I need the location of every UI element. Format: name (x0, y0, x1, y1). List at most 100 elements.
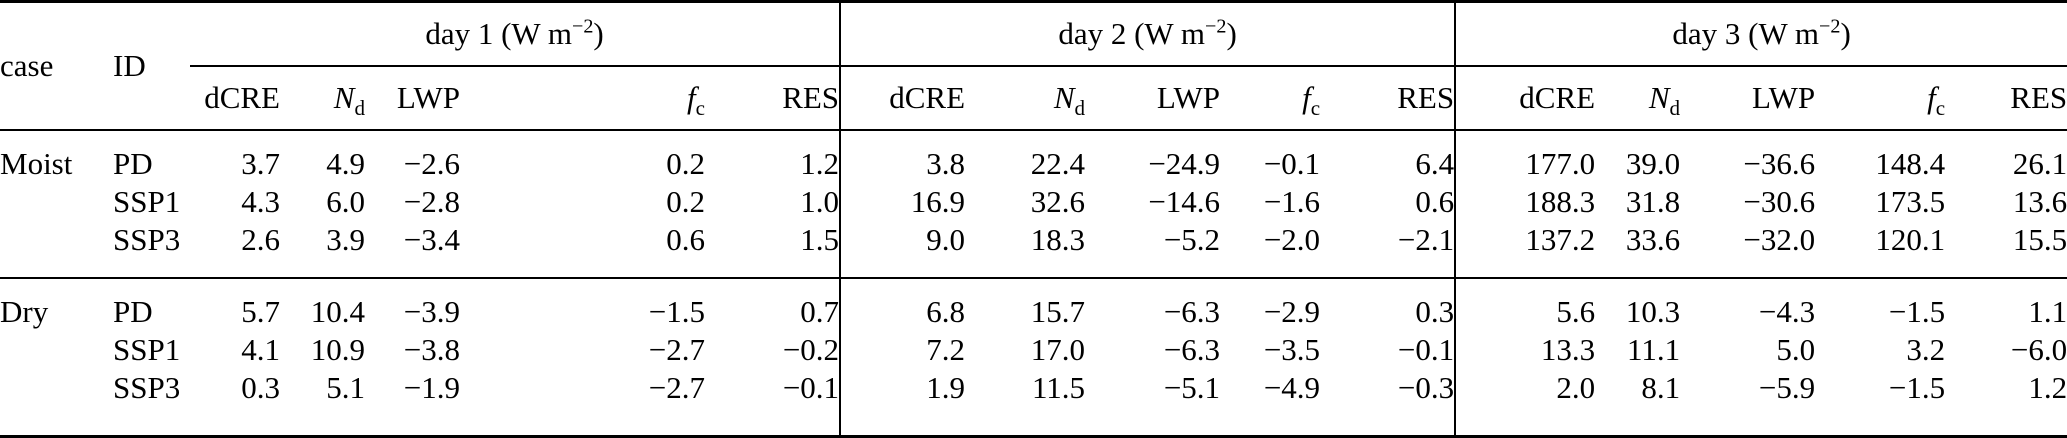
table-row-dry-ssp1: SSP1 4.1 10.9 −3.8 −2.7 −0.2 7.2 17.0 −6… (0, 331, 2067, 369)
col-header-nd-day2: Nd (965, 66, 1086, 131)
value-cell: 10.3 (1625, 294, 1681, 329)
value-cell: −32.0 (1680, 221, 1816, 279)
col-header-fc-day3: fc (1815, 66, 1946, 131)
value-cell: −2.7 (648, 370, 705, 405)
fc-symbol: f (687, 80, 696, 115)
col-header-case: case (0, 1, 113, 131)
res-label: RES (1397, 80, 1455, 115)
col-header-fc-day1: fc (460, 66, 705, 131)
value-cell: 33.6 (1595, 221, 1681, 279)
value-cell: 0.3 (241, 370, 280, 405)
dcre-label: dCRE (889, 80, 966, 115)
day1-group-header: day 1 (W m−2) (190, 1, 841, 67)
value-cell: −0.3 (1397, 370, 1455, 405)
day2-unit-close: ) (1226, 16, 1237, 51)
col-header-nd-day3: Nd (1595, 66, 1681, 131)
value-cell: −4.3 (1758, 294, 1816, 329)
col-header-res-day3: RES (1945, 66, 2067, 131)
value-cell: 18.3 (965, 221, 1086, 279)
col-header-res-day2: RES (1320, 66, 1456, 131)
col-header-nd-day1: Nd (280, 66, 365, 131)
lwp-label: LWP (396, 80, 460, 115)
value-cell: 10.9 (310, 332, 365, 367)
case-cell (0, 331, 113, 369)
day3-label: day 3 (1672, 16, 1741, 51)
col-header-res-day1: RES (705, 66, 841, 131)
value-cell: 16.9 (839, 183, 966, 221)
day1-unit-exponent: −2 (571, 15, 594, 38)
value-cell: −6.3 (1163, 332, 1221, 367)
table-row-moist-pd: Moist PD 3.7 4.9 −2.6 0.2 1.2 3.8 22.4 −… (0, 130, 2067, 183)
fc-symbol: f (1927, 80, 1936, 115)
value-cell: 3.9 (280, 221, 365, 279)
day2-unit: (W m (1126, 16, 1205, 51)
fc-subscript: c (1310, 96, 1321, 121)
value-cell: 1.2 (2028, 370, 2067, 405)
value-cell: 3.7 (241, 146, 280, 181)
value-cell: 120.1 (1815, 221, 1946, 279)
value-cell: 10.4 (310, 294, 365, 329)
value-cell: −3.8 (403, 332, 460, 367)
value-cell: 0.6 (460, 221, 705, 279)
value-cell: 6.8 (839, 278, 966, 331)
col-header-lwp-day3: LWP (1680, 66, 1816, 131)
id-cell: SSP3 (113, 221, 190, 279)
col-header-dcre-day2: dCRE (839, 66, 966, 131)
value-cell: 4.9 (326, 146, 365, 181)
value-cell: −30.6 (1743, 184, 1816, 219)
value-cell: −24.9 (1148, 146, 1221, 181)
res-label: RES (2010, 80, 2067, 115)
value-cell: 4.3 (241, 184, 280, 219)
value-cell: −3.9 (403, 294, 460, 329)
value-cell: −4.9 (1263, 370, 1321, 405)
value-cell: 9.0 (839, 221, 966, 279)
value-cell: −2.7 (648, 332, 705, 367)
col-header-lwp-day1: LWP (365, 66, 460, 131)
value-cell: 15.5 (1945, 221, 2067, 279)
dcre-label: dCRE (1519, 80, 1596, 115)
col-header-fc-day2: fc (1220, 66, 1321, 131)
value-cell: 11.5 (1031, 370, 1086, 405)
value-cell: 6.0 (326, 184, 365, 219)
value-cell: 22.4 (1030, 146, 1086, 181)
value-cell: 13.3 (1454, 331, 1596, 369)
day2-label: day 2 (1058, 16, 1127, 51)
value-cell: −1.5 (1888, 294, 1946, 329)
id-cell: PD (113, 294, 153, 329)
day2-group-header: day 2 (W m−2) (839, 1, 1456, 67)
value-cell: 1.5 (705, 221, 841, 279)
fc-subscript: c (1935, 96, 1946, 121)
col-header-id: ID (113, 1, 190, 131)
value-cell: −1.5 (648, 294, 705, 329)
fc-subscript: c (695, 96, 705, 121)
value-cell: 0.6 (1415, 184, 1455, 219)
value-cell: −14.6 (1148, 184, 1221, 219)
value-cell: 32.6 (1030, 184, 1086, 219)
value-cell: 1.1 (2028, 294, 2067, 329)
nd-subscript: d (354, 96, 365, 121)
value-cell: 0.2 (666, 184, 705, 219)
fc-symbol: f (1302, 80, 1311, 115)
value-cell: 3.2 (1906, 332, 1946, 367)
value-cell: −6.0 (2010, 332, 2067, 367)
value-cell: −0.1 (782, 370, 840, 405)
case-cell: Moist (0, 146, 73, 181)
id-cell: SSP3 (113, 370, 181, 405)
value-cell: 2.6 (190, 221, 280, 279)
value-cell: 0.3 (1415, 294, 1455, 329)
value-cell: −5.1 (1163, 370, 1221, 405)
dcre-label: dCRE (204, 80, 280, 115)
day3-group-header: day 3 (W m−2) (1454, 1, 2067, 67)
header-row-variables: dCRE Nd LWP fc RES dCRE Nd LWP fc RES dC… (0, 66, 2067, 131)
value-cell: 5.1 (326, 370, 365, 405)
value-cell: 1.2 (800, 146, 840, 181)
value-cell: −36.6 (1743, 146, 1816, 181)
table-row-moist-ssp3: SSP3 2.6 3.9 −3.4 0.6 1.5 9.0 18.3 −5.2 … (0, 221, 2067, 279)
value-cell: −0.2 (782, 332, 840, 367)
value-cell: 15.7 (1030, 294, 1086, 329)
nd-symbol: N (1648, 80, 1670, 115)
lwp-label: LWP (1156, 80, 1221, 115)
value-cell: 0.2 (666, 146, 705, 181)
